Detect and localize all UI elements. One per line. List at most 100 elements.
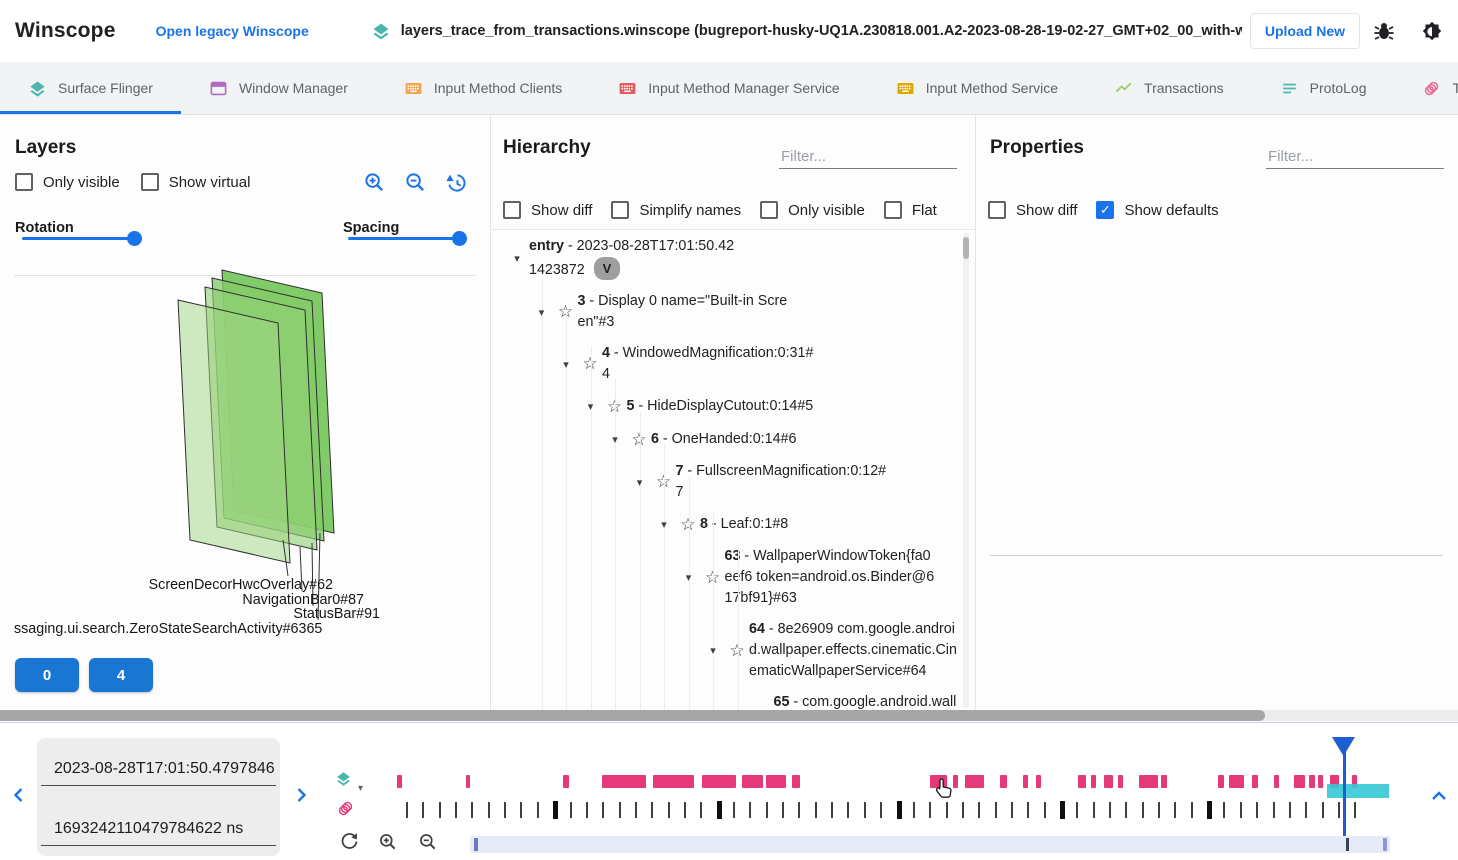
expand-arrow-icon[interactable]: ▾	[636, 476, 643, 489]
expand-arrow-icon[interactable]: ▾	[685, 572, 692, 584]
checkbox-simplify-names[interactable]: ✓ Simplify names	[611, 201, 741, 219]
transition-tick-mark[interactable]	[962, 802, 964, 818]
display-id-button-0[interactable]: 0	[15, 658, 79, 692]
unchecked-checkbox-icon[interactable]: ✓	[503, 201, 521, 219]
transition-tick-mark[interactable]	[553, 801, 558, 819]
properties-filter-input[interactable]	[1266, 145, 1444, 169]
surface-flinger-entry-mark[interactable]	[766, 775, 786, 788]
transition-tick-mark[interactable]	[455, 802, 457, 818]
transition-tick-mark[interactable]	[1305, 802, 1307, 818]
surface-flinger-entry-mark[interactable]	[1318, 775, 1323, 788]
tab-surface-flinger[interactable]: Surface Flinger	[0, 62, 181, 114]
unchecked-checkbox-icon[interactable]: ✓	[988, 201, 1006, 219]
surface-flinger-entry-mark[interactable]	[702, 775, 736, 788]
tab-input-method-manager-service[interactable]: Input Method Manager Service	[590, 62, 867, 114]
surface-flinger-entry-mark[interactable]	[563, 775, 569, 788]
transition-tick-mark[interactable]	[619, 802, 621, 818]
surface-flinger-entry-mark[interactable]	[1330, 775, 1339, 788]
surface-flinger-entry-mark[interactable]	[1023, 775, 1028, 788]
transition-tick-mark[interactable]	[668, 802, 670, 818]
transition-tick-mark[interactable]	[570, 802, 572, 818]
expand-arrow-icon[interactable]: ▾	[710, 645, 716, 657]
transition-tick-mark[interactable]	[717, 801, 722, 819]
pin-star-icon[interactable]: ☆	[627, 430, 651, 450]
tree-node-7[interactable]: ▾ ☆7 - FullscreenMagnification:0:12#7	[491, 456, 961, 508]
timestamp-ns-input[interactable]	[41, 820, 276, 846]
surface-flinger-trace-icon[interactable]	[335, 770, 352, 787]
tree-node-5[interactable]: ▾ ☆5 - HideDisplayCutout:0:14#5	[491, 390, 961, 423]
surface-flinger-entry-mark[interactable]	[953, 775, 958, 788]
pin-star-icon[interactable]: ☆	[701, 568, 725, 588]
transition-tick-mark[interactable]	[1011, 802, 1013, 818]
reset-view-icon[interactable]	[445, 171, 468, 194]
pin-star-icon[interactable]: ☆	[652, 472, 676, 492]
checkbox-show-virtual[interactable]: ✓ Show virtual	[140, 173, 250, 191]
spacing-slider[interactable]	[348, 231, 467, 246]
timeline-zoom-in-icon[interactable]	[378, 832, 398, 852]
pin-star-icon[interactable]: ☆	[603, 397, 627, 417]
surface-flinger-entry-mark[interactable]	[1118, 775, 1123, 788]
surface-flinger-entry-mark[interactable]	[466, 775, 470, 788]
transition-tick-mark[interactable]	[537, 802, 539, 818]
tab-transactions[interactable]: Transactions	[1086, 62, 1252, 114]
surface-flinger-entry-mark[interactable]	[653, 775, 694, 788]
transition-tick-mark[interactable]	[1076, 802, 1078, 818]
tree-node-8[interactable]: ▾ ☆8 - Leaf:0:1#8	[491, 508, 961, 541]
pin-star-icon[interactable]: ☆	[676, 515, 700, 535]
tree-node-6[interactable]: ▾ ☆6 - OneHanded:0:14#6	[491, 423, 961, 456]
tab-input-method-clients[interactable]: Input Method Clients	[376, 62, 590, 114]
expand-arrow-icon[interactable]: ▾	[538, 306, 545, 319]
transition-tick-mark[interactable]	[1256, 802, 1258, 818]
transition-tick-mark[interactable]	[946, 802, 948, 818]
tab-input-method-service[interactable]: Input Method Service	[868, 62, 1086, 114]
transition-tick-mark[interactable]	[1125, 802, 1127, 818]
transition-tick-mark[interactable]	[1109, 802, 1111, 818]
spacing-slider-thumb[interactable]	[452, 231, 467, 246]
transition-tick-mark[interactable]	[1191, 802, 1193, 818]
zoom-in-icon[interactable]	[363, 171, 386, 194]
surface-flinger-entry-mark[interactable]	[397, 775, 402, 788]
pin-star-icon[interactable]: ☆	[725, 641, 749, 661]
upload-new-button[interactable]: Upload New	[1249, 13, 1360, 49]
open-legacy-link[interactable]: Open legacy Winscope	[155, 23, 309, 39]
surface-flinger-entry-mark[interactable]	[792, 775, 800, 788]
pin-star-icon[interactable]: ☆	[557, 302, 574, 321]
checkbox-only-visible[interactable]: ✓ Only visible	[760, 201, 865, 219]
transition-tick-mark[interactable]	[929, 802, 931, 818]
tree-node-entry[interactable]: ▾ entry - 2023-08-28T17:01:50.421423872 V	[491, 231, 961, 286]
checkbox-flat[interactable]: ✓ Flat	[883, 201, 937, 219]
transition-tick-mark[interactable]	[847, 802, 849, 818]
surface-flinger-entry-mark[interactable]	[1139, 775, 1158, 788]
transition-tick-mark[interactable]	[1240, 802, 1242, 818]
bug-report-icon[interactable]	[1372, 19, 1396, 43]
transition-tick-mark[interactable]	[1354, 802, 1356, 818]
checkbox-show-diff[interactable]: ✓ Show diff	[988, 201, 1077, 219]
transition-tick-mark[interactable]	[586, 802, 588, 818]
surface-flinger-entry-mark[interactable]	[1294, 775, 1305, 788]
transition-tick-mark[interactable]	[422, 802, 424, 818]
expand-arrow-icon[interactable]: ▾	[563, 358, 569, 371]
transition-tick-mark[interactable]	[1338, 802, 1340, 818]
surface-flinger-entry-mark[interactable]	[1091, 775, 1096, 788]
timeline-zoom-out-icon[interactable]	[418, 832, 438, 852]
tree-node-63[interactable]: ▾ ☆63 - WallpaperWindowToken{fa0eef6 toke…	[491, 541, 961, 614]
scrollbar-thumb[interactable]	[963, 237, 969, 259]
surface-flinger-entry-mark[interactable]	[1218, 775, 1224, 788]
transition-tick-mark[interactable]	[1223, 802, 1225, 818]
surface-flinger-entry-mark[interactable]	[742, 775, 763, 788]
transition-tick-mark[interactable]	[815, 802, 817, 818]
refresh-icon[interactable]	[339, 831, 360, 852]
transition-tick-mark[interactable]	[651, 802, 653, 818]
surface-flinger-entry-mark[interactable]	[602, 775, 646, 788]
transition-tick-mark[interactable]	[1322, 802, 1324, 818]
hierarchy-scrollbar[interactable]	[963, 233, 969, 708]
range-strip-mark[interactable]	[474, 838, 478, 851]
transition-tick-mark[interactable]	[733, 802, 735, 818]
tree-node-64[interactable]: ▾ ☆64 - 8e26909 com.google.android.wallpa…	[491, 614, 961, 687]
transition-tick-mark[interactable]	[1142, 802, 1144, 818]
transition-tick-mark[interactable]	[439, 802, 441, 818]
surface-flinger-entry-mark[interactable]	[1229, 775, 1244, 788]
transition-tick-mark[interactable]	[1174, 802, 1176, 818]
display-id-button-4[interactable]: 4	[89, 658, 153, 692]
transition-tick-mark[interactable]	[831, 802, 833, 818]
